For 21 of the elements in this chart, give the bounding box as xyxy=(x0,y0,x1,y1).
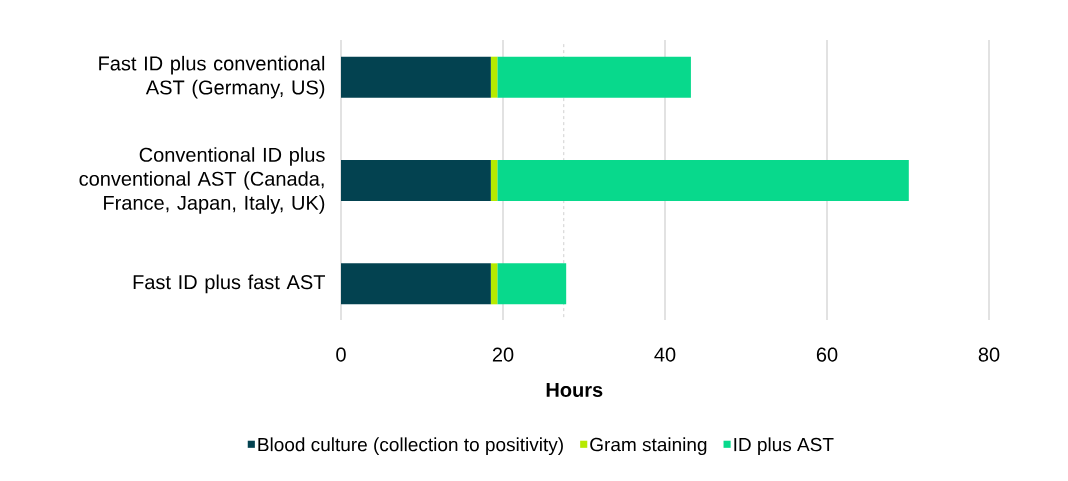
bar xyxy=(490,56,498,98)
x-tick-label: 20 xyxy=(492,347,514,362)
y-tick-label: Fast ID plus fast AST xyxy=(133,274,326,294)
x-tick-label: 40 xyxy=(654,347,676,362)
bar xyxy=(341,56,491,98)
bar xyxy=(490,160,498,202)
bar xyxy=(497,56,691,98)
bar xyxy=(341,263,491,305)
bar xyxy=(490,263,498,305)
legend-label: ID plus AST xyxy=(734,437,834,456)
legend-label: Gram staining xyxy=(590,437,707,456)
y-tick-label: Conventional ID plus conventional AST (Canada, France, Japan, Italy, UK) xyxy=(79,147,325,214)
x-tick-label: 60 xyxy=(816,347,838,362)
bar xyxy=(341,160,491,202)
y-tick-label: Fast ID plus conventional AST (Germany, US) xyxy=(99,55,325,99)
x-axis-title: Hours xyxy=(546,383,603,397)
x-tick-label: 80 xyxy=(978,347,1000,362)
x-tick-label: 0 xyxy=(336,347,346,362)
bar xyxy=(497,160,909,202)
bar xyxy=(497,263,567,305)
legend-label: Blood culture (collection to positivity) xyxy=(258,437,563,456)
